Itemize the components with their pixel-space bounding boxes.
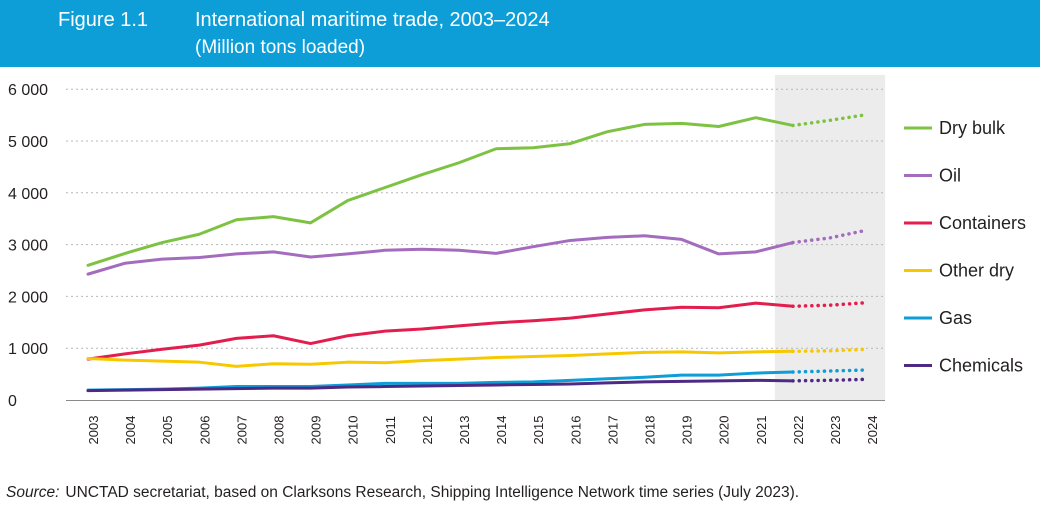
x-tick-label: 2014 (494, 416, 509, 445)
x-tick-label: 2008 (272, 416, 287, 445)
y-tick-label: 1 000 (8, 341, 48, 358)
legend-label-other-dry: Other dry (939, 261, 1014, 281)
y-tick-label: 3 000 (8, 238, 48, 255)
x-tick-label: 2004 (123, 416, 138, 445)
x-tick-label: 2023 (828, 416, 843, 445)
x-tick-label: 2024 (865, 416, 880, 445)
figure-title: International maritime trade, 2003–2024 (195, 9, 550, 31)
x-tick-label: 2011 (383, 416, 398, 444)
x-tick-label: 2007 (234, 416, 249, 445)
x-tick-label: 2012 (420, 416, 435, 445)
series-forecast-oil (791, 228, 869, 245)
source-note: Source: UNCTAD secretariat, based on Clar… (6, 484, 799, 502)
line-chart: 0 1 000 2 000 3 000 4 000 5 000 6 000 2003 2004… (8, 75, 1026, 445)
x-tick-label: 2009 (309, 416, 324, 445)
y-tick-label: 0 (8, 393, 17, 410)
series-line-dry-bulk (86, 116, 795, 267)
series-forecast-containers (791, 300, 869, 308)
x-tick-label: 2003 (86, 416, 101, 445)
source-text: UNCTAD secretariat, based on Clarksons R… (65, 484, 800, 501)
x-tick-label: 2006 (197, 416, 212, 445)
y-tick-label: 4 000 (8, 186, 48, 203)
series-forecast-dry-bulk (791, 112, 869, 128)
legend-label-chemicals: Chemicals (939, 356, 1023, 376)
y-tick-label: 2 000 (8, 289, 48, 306)
figure-label: Figure 1.1 (58, 9, 149, 31)
figure-subtitle: (Million tons loaded) (195, 37, 366, 58)
x-tick-label: 2019 (680, 416, 695, 445)
legend-label-gas: Gas (939, 308, 972, 328)
x-tick-label: 2015 (531, 416, 546, 445)
x-tick-label: 2021 (754, 416, 769, 445)
source-label: Source: (6, 484, 60, 501)
series-line-containers (86, 301, 795, 361)
legend-label-dry-bulk: Dry bulk (939, 118, 1006, 138)
x-tick-label: 2022 (791, 416, 806, 445)
x-tick-label: 2018 (643, 416, 658, 445)
x-tick-label: 2017 (605, 416, 620, 445)
series-forecast-gas (791, 368, 869, 374)
series-line-oil (86, 234, 795, 276)
x-tick-label: 2016 (568, 416, 583, 445)
x-tick-label: 2013 (457, 416, 472, 445)
legend-label-containers: Containers (939, 213, 1026, 233)
series-forecast-chemicals (791, 377, 869, 383)
x-tick-label: 2010 (346, 416, 361, 445)
x-tick-label: 2005 (160, 416, 175, 445)
y-tick-label: 5 000 (8, 134, 48, 151)
series-line-other-dry (86, 349, 795, 368)
series-forecast-other-dry (791, 347, 869, 354)
x-tick-label: 2020 (717, 416, 732, 445)
figure-header: Figure 1.1 International maritime trade,… (0, 0, 1040, 67)
y-tick-label: 6 000 (8, 82, 48, 99)
series-line-chemicals (86, 378, 795, 393)
legend-label-oil: Oil (939, 166, 961, 186)
